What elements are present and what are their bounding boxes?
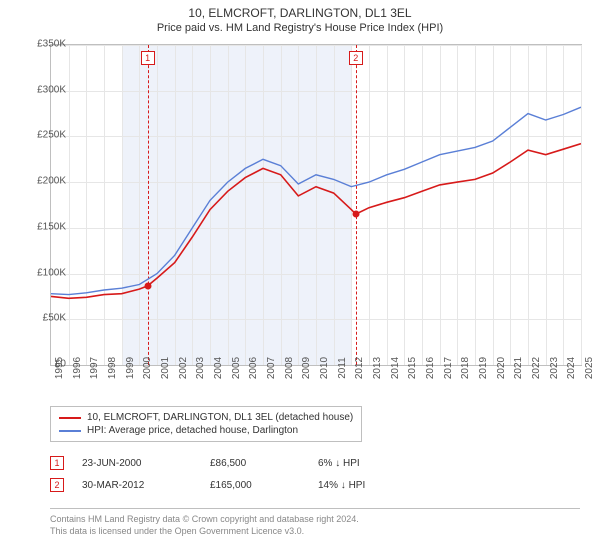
y-tick-label: £50K: [43, 313, 66, 324]
x-tick-label: 2013: [372, 357, 383, 379]
series-line: [51, 144, 581, 299]
sale-price: £165,000: [210, 480, 300, 491]
legend-swatch: [59, 430, 81, 432]
x-tick-label: 2015: [407, 357, 418, 379]
x-tick-label: 2005: [231, 357, 242, 379]
x-tick-label: 2025: [584, 357, 595, 379]
x-tick-label: 2017: [443, 357, 454, 379]
sale-dot: [144, 282, 151, 289]
sale-date: 30-MAR-2012: [82, 480, 192, 491]
x-tick-label: 2021: [513, 357, 524, 379]
x-tick-label: 1995: [54, 357, 65, 379]
gridline-v: [581, 45, 582, 365]
sale-marker: 1: [50, 456, 64, 470]
legend-label: HPI: Average price, detached house, Darl…: [87, 425, 298, 436]
sale-row: 1 23-JUN-2000 £86,500 6% ↓ HPI: [50, 452, 408, 474]
x-tick-label: 2018: [460, 357, 471, 379]
x-tick-label: 2008: [284, 357, 295, 379]
sales-table: 1 23-JUN-2000 £86,500 6% ↓ HPI 2 30-MAR-…: [50, 452, 408, 496]
legend-item: 10, ELMCROFT, DARLINGTON, DL1 3EL (detac…: [59, 411, 353, 424]
sale-marker: 2: [50, 478, 64, 492]
sale-row: 2 30-MAR-2012 £165,000 14% ↓ HPI: [50, 474, 408, 496]
x-tick-label: 2010: [319, 357, 330, 379]
x-tick-label: 1997: [89, 357, 100, 379]
sale-delta: 6% ↓ HPI: [318, 458, 408, 469]
y-tick-label: £200K: [37, 176, 66, 187]
sale-marker-on-chart: 2: [349, 51, 363, 65]
x-tick-label: 2023: [549, 357, 560, 379]
x-tick-label: 2004: [213, 357, 224, 379]
legend-box: 10, ELMCROFT, DARLINGTON, DL1 3EL (detac…: [50, 406, 362, 442]
sale-marker-on-chart: 1: [141, 51, 155, 65]
y-tick-label: £100K: [37, 267, 66, 278]
x-tick-label: 2020: [496, 357, 507, 379]
sale-dot: [352, 211, 359, 218]
y-tick-label: £350K: [37, 39, 66, 50]
chart-subtitle: Price paid vs. HM Land Registry's House …: [0, 20, 600, 38]
y-tick-label: £300K: [37, 84, 66, 95]
x-tick-label: 2019: [478, 357, 489, 379]
plot-area: 12: [50, 44, 582, 366]
chart-title: 10, ELMCROFT, DARLINGTON, DL1 3EL: [0, 0, 600, 20]
x-tick-label: 2007: [266, 357, 277, 379]
x-tick-label: 2009: [301, 357, 312, 379]
legend-swatch: [59, 417, 81, 419]
footer-line: Contains HM Land Registry data © Crown c…: [50, 514, 580, 526]
x-tick-label: 2006: [248, 357, 259, 379]
x-tick-label: 2022: [531, 357, 542, 379]
series-line: [51, 107, 581, 294]
footer-line: This data is licensed under the Open Gov…: [50, 526, 580, 538]
x-tick-label: 2000: [142, 357, 153, 379]
x-tick-label: 2002: [178, 357, 189, 379]
x-tick-label: 2011: [337, 357, 348, 379]
x-tick-label: 2014: [390, 357, 401, 379]
x-tick-label: 2024: [566, 357, 577, 379]
x-tick-label: 2003: [195, 357, 206, 379]
x-tick-label: 1996: [72, 357, 83, 379]
sale-price: £86,500: [210, 458, 300, 469]
legend-label: 10, ELMCROFT, DARLINGTON, DL1 3EL (detac…: [87, 412, 353, 423]
x-tick-label: 2016: [425, 357, 436, 379]
footer-attribution: Contains HM Land Registry data © Crown c…: [50, 508, 580, 537]
chart-container: 10, ELMCROFT, DARLINGTON, DL1 3EL Price …: [0, 0, 600, 560]
x-tick-label: 1998: [107, 357, 118, 379]
x-tick-label: 2012: [354, 357, 365, 379]
sale-delta: 14% ↓ HPI: [318, 480, 408, 491]
y-tick-label: £150K: [37, 221, 66, 232]
sale-date: 23-JUN-2000: [82, 458, 192, 469]
line-layer: [51, 45, 581, 365]
x-tick-label: 2001: [160, 357, 171, 379]
x-tick-label: 1999: [125, 357, 136, 379]
legend-item: HPI: Average price, detached house, Darl…: [59, 424, 353, 437]
y-tick-label: £250K: [37, 130, 66, 141]
